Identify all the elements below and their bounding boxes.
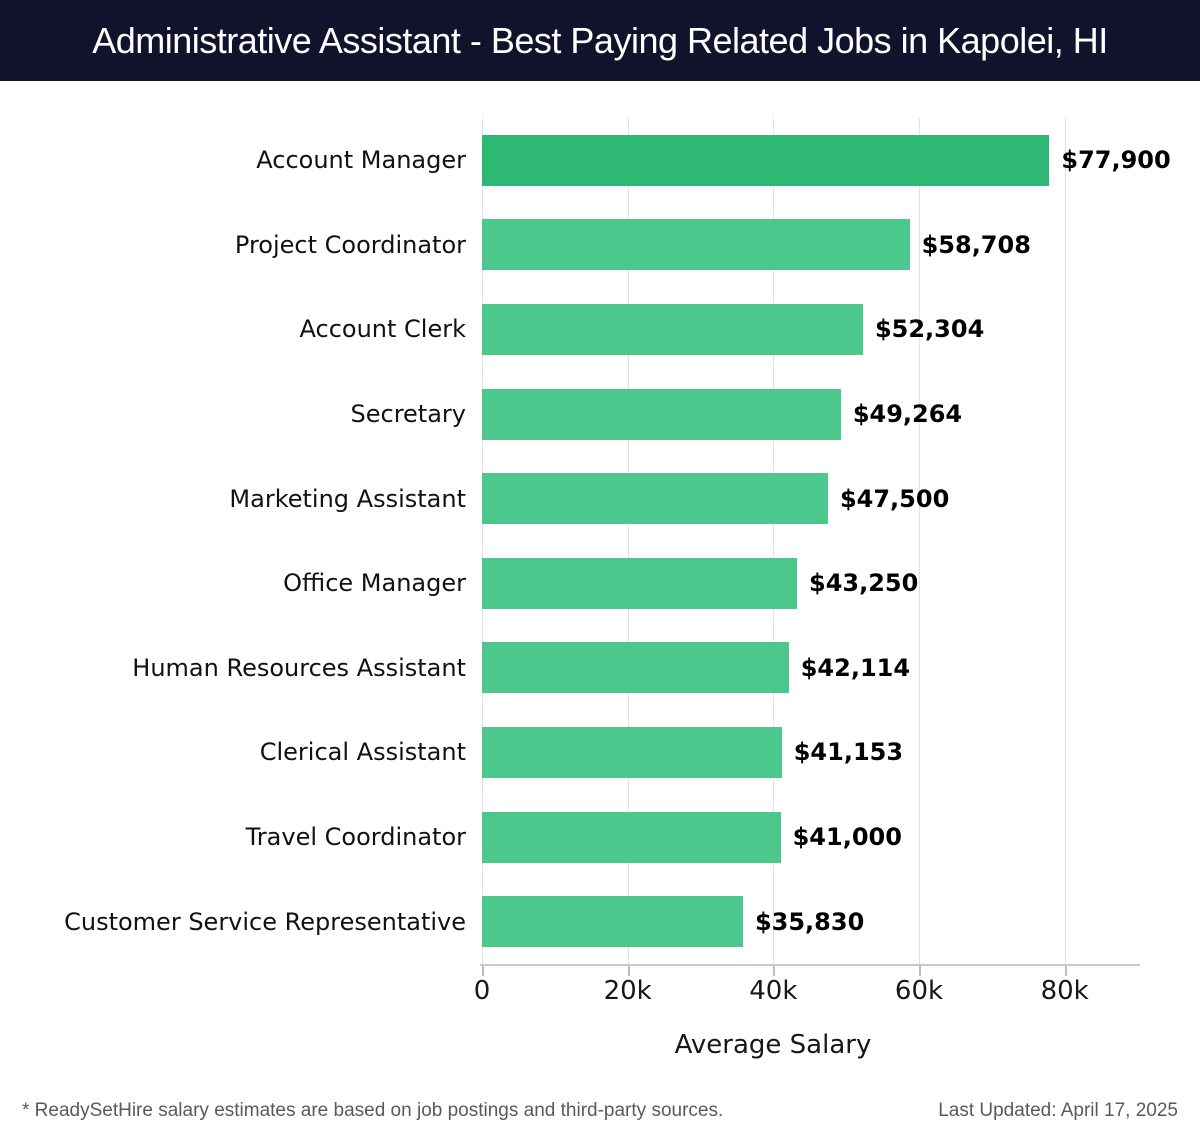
x-tick-mark (482, 966, 484, 976)
source-note: * ReadySetHire salary estimates are base… (22, 1100, 724, 1121)
salary-bar (482, 473, 828, 525)
x-axis-title: Average Salary (674, 1030, 872, 1060)
value-label: $41,153 (793, 738, 904, 767)
value-label: $41,000 (792, 823, 902, 852)
category-label: Customer Service Representative (64, 907, 466, 936)
bar-area: $77,900 (482, 134, 1200, 186)
salary-bar (482, 557, 797, 609)
value-label: $43,250 (809, 569, 919, 598)
chart-row: Office Manager $43,250 (0, 541, 1200, 626)
category-label: Project Coordinator (234, 230, 466, 259)
bar-area: $35,830 (482, 896, 1200, 948)
salary-bar (482, 134, 1050, 186)
bar-area: $49,264 (482, 388, 1200, 440)
chart-row: Account Clerk $52,304 (0, 287, 1200, 372)
bar-area: $42,114 (482, 642, 1200, 694)
x-tick-label: 40k (749, 976, 798, 1006)
bar-area: $41,153 (482, 726, 1200, 778)
category-label: Secretary (350, 400, 467, 429)
category-label: Human Resources Assistant (132, 653, 466, 682)
value-label: $77,900 (1061, 146, 1171, 175)
salary-bar (482, 219, 910, 271)
x-tick-label: 60k (894, 976, 944, 1006)
category-label: Account Clerk (299, 315, 467, 344)
chart-row: Customer Service Representative $35,830 (0, 879, 1200, 964)
x-axis-line (480, 964, 1140, 966)
value-label: $42,114 (800, 653, 911, 682)
value-label: $47,500 (839, 484, 950, 513)
category-label: Travel Coordinator (245, 823, 466, 852)
bar-rows: Account Manager $77,900 Project Coordinato… (0, 118, 1200, 964)
bar-area: $58,708 (482, 219, 1200, 271)
x-tick-label: 0 (473, 976, 491, 1006)
salary-bar (482, 303, 863, 355)
chart-row: Project Coordinator $58,708 (0, 203, 1200, 288)
chart-row: Secretary $49,264 (0, 372, 1200, 457)
x-tick-label: 20k (603, 976, 652, 1006)
chart-row: Clerical Assistant $41,153 (0, 710, 1200, 795)
category-label: Marketing Assistant (229, 484, 466, 513)
category-label: Office Manager (283, 569, 466, 598)
salary-bar (482, 896, 743, 948)
x-tick-mark (627, 966, 630, 976)
salary-bar (482, 726, 782, 778)
title-bar: Administrative Assistant - Best Paying R… (0, 0, 1200, 81)
category-label: Account Manager (256, 146, 466, 175)
bar-area: $43,250 (482, 557, 1200, 609)
page-title: Administrative Assistant - Best Paying R… (92, 19, 1108, 61)
value-label: $49,264 (852, 400, 963, 429)
category-label: Clerical Assistant (259, 738, 466, 767)
salary-bar (482, 642, 789, 694)
salary-bar (482, 388, 841, 440)
x-tick-mark (1064, 966, 1067, 976)
chart-row: Human Resources Assistant $42,114 (0, 626, 1200, 711)
x-tick-mark (773, 966, 776, 976)
salary-bar (482, 811, 781, 863)
value-label: $52,304 (874, 315, 985, 344)
x-tick-label: 80k (1040, 976, 1089, 1006)
x-tick-mark (919, 966, 921, 976)
last-updated: Last Updated: April 17, 2025 (938, 1100, 1178, 1121)
value-label: $58,708 (921, 230, 1031, 259)
chart-row: Marketing Assistant $47,500 (0, 456, 1200, 541)
bar-area: $52,304 (482, 303, 1200, 355)
bar-area: $41,000 (482, 811, 1200, 863)
chart-row: Travel Coordinator $41,000 (0, 795, 1200, 880)
bar-area: $47,500 (482, 473, 1200, 525)
value-label: $35,830 (754, 907, 865, 936)
chart-row: Account Manager $77,900 (0, 118, 1200, 203)
